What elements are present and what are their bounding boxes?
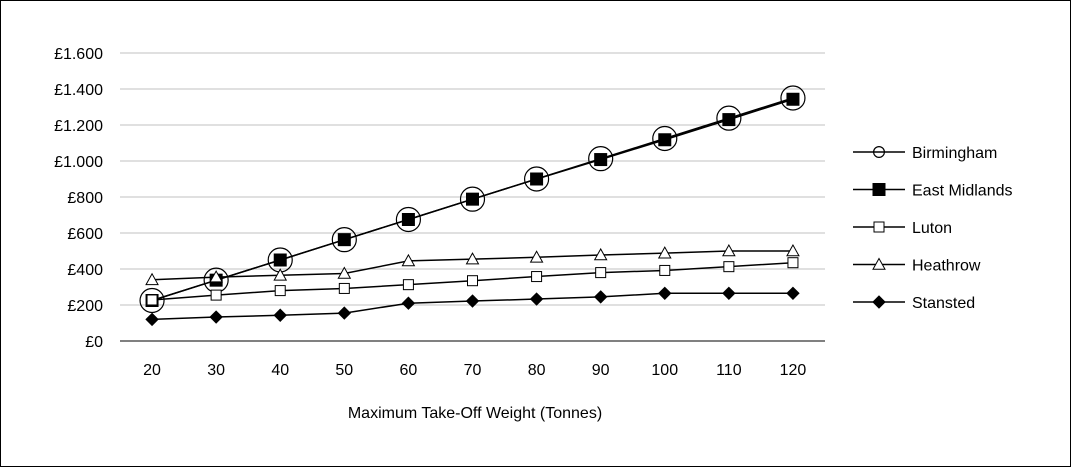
data-point (787, 257, 799, 269)
series-heathrow (145, 243, 800, 286)
legend-label: East Midlands (912, 183, 1013, 200)
data-point (210, 289, 222, 301)
legend-item: Birmingham (853, 145, 997, 162)
series-stansted (145, 286, 800, 327)
legend-label: Luton (912, 220, 952, 237)
data-point (273, 308, 287, 322)
data-point (588, 146, 614, 172)
y-tick-label: £1.400 (54, 82, 103, 99)
data-point (530, 172, 544, 186)
data-point (593, 247, 608, 261)
data-point (780, 85, 806, 111)
x-tick-label: 40 (271, 362, 289, 379)
data-point (786, 243, 800, 257)
y-axis-ticks: £0 £200 £400 £600 £800 £1.000 £1.200 £1.400 £1.6… (54, 46, 103, 351)
x-tick-label: 110 (716, 362, 742, 379)
y-tick-label: £400 (67, 262, 103, 279)
legend-marker (872, 183, 886, 196)
data-point (529, 250, 544, 263)
x-tick-label: 70 (464, 362, 482, 379)
data-point (395, 206, 422, 233)
data-point (402, 279, 414, 291)
legend-marker (872, 257, 886, 270)
x-tick-label: 20 (143, 362, 161, 379)
data-point (401, 296, 416, 310)
legend-label: Stansted (912, 295, 975, 312)
data-point (722, 113, 736, 127)
data-point (465, 294, 480, 308)
y-tick-label: £600 (67, 226, 103, 243)
data-point (786, 92, 800, 106)
y-tick-label: £1.600 (54, 46, 103, 63)
data-point (594, 153, 608, 167)
y-tick-label: £0 (85, 334, 103, 351)
data-point (658, 133, 672, 147)
data-point (337, 266, 352, 279)
data-point (722, 243, 736, 257)
data-point (459, 186, 486, 212)
data-point (465, 252, 480, 265)
y-tick-label: £1.000 (54, 154, 103, 171)
data-point (716, 105, 742, 131)
data-point (467, 275, 478, 287)
data-point (145, 272, 159, 286)
data-point (337, 306, 352, 320)
legend-label: Birmingham (912, 145, 997, 162)
x-tick-label: 100 (651, 362, 678, 379)
legend-item: Stansted (853, 295, 975, 312)
data-point (401, 213, 415, 226)
data-point (139, 287, 165, 314)
data-point (274, 285, 286, 297)
x-tick-label: 60 (400, 362, 418, 379)
data-point (531, 271, 543, 283)
data-point (466, 192, 479, 206)
data-point (593, 290, 608, 304)
series-luton (146, 257, 799, 306)
data-point (786, 286, 800, 301)
legend-item: Heathrow (853, 257, 981, 275)
data-point (146, 294, 158, 306)
legend: Birmingham East Midlands Luton Heathrow Stan… (853, 145, 1013, 312)
y-tick-label: £800 (67, 190, 103, 207)
legend-marker (872, 146, 885, 159)
data-point (145, 312, 159, 327)
data-point (337, 233, 351, 247)
legend-marker (872, 295, 886, 309)
data-point (658, 286, 672, 301)
data-point (209, 310, 223, 324)
x-tick-label: 30 (207, 362, 225, 379)
x-tick-label: 120 (780, 362, 807, 379)
data-point (273, 253, 287, 267)
legend-item: East Midlands (853, 183, 1013, 200)
x-tick-label: 90 (592, 362, 610, 379)
y-tick-label: £200 (67, 298, 103, 315)
data-point (338, 282, 350, 294)
data-point (401, 253, 416, 267)
series-group (139, 85, 806, 327)
data-point (722, 286, 736, 301)
data-point (331, 227, 357, 253)
data-point (723, 261, 735, 273)
x-axis-ticks: 20 30 40 50 60 70 80 90 100 110 120 (143, 362, 806, 379)
data-point (659, 264, 671, 276)
x-tick-label: 80 (528, 362, 546, 379)
legend-marker (873, 221, 885, 233)
data-point (523, 166, 550, 192)
data-point (273, 268, 288, 281)
data-point (595, 267, 607, 279)
x-tick-label: 50 (335, 362, 353, 379)
data-point (657, 246, 672, 259)
x-axis-title: Maximum Take-Off Weight (Tonnes) (348, 405, 602, 422)
data-point (529, 292, 544, 306)
legend-label: Heathrow (912, 258, 981, 275)
data-point (652, 125, 678, 152)
y-tick-label: £1.200 (54, 118, 103, 135)
legend-item: Luton (853, 220, 952, 237)
data-point (209, 270, 223, 283)
